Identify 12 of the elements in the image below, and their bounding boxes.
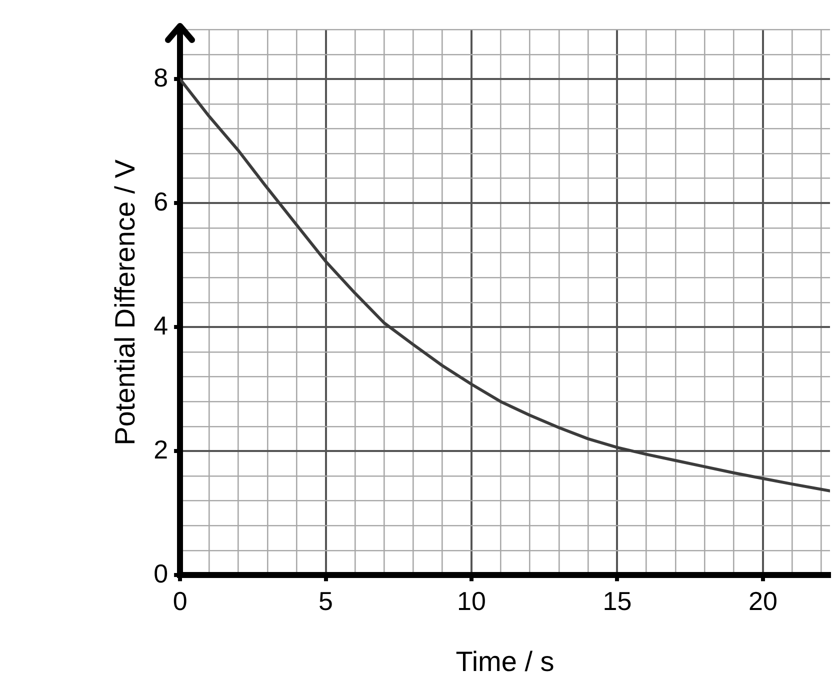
y-tick-label: 6 — [154, 186, 168, 216]
y-tick-label: 0 — [154, 558, 168, 588]
y-tick-label: 8 — [154, 62, 168, 92]
y-axis-title: Potential Difference / V — [110, 159, 141, 446]
x-tick-label: 5 — [318, 586, 334, 616]
y-tick-label: 4 — [154, 310, 168, 340]
y-tick-label: 2 — [154, 434, 168, 464]
x-tick-label: 20 — [748, 586, 778, 616]
x-tick-label: 10 — [457, 586, 486, 616]
x-tick-label: 0 — [172, 586, 188, 616]
x-axis-title: Time / s — [456, 646, 554, 677]
x-tick-label: 15 — [602, 586, 632, 616]
